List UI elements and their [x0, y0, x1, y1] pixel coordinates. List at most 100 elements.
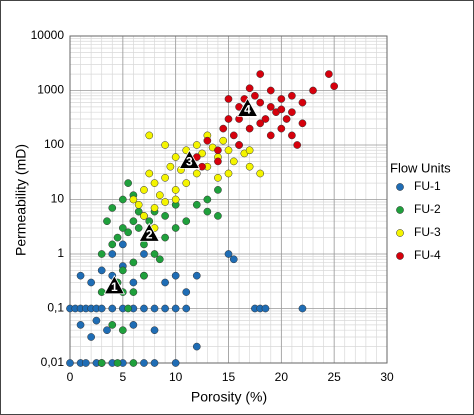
point: [140, 186, 148, 194]
point: [288, 131, 296, 140]
point: [97, 250, 106, 258]
point: [87, 278, 95, 287]
point: [124, 228, 132, 237]
point: [129, 288, 138, 296]
point: [214, 157, 222, 166]
legend-label: FU-4: [414, 248, 441, 262]
point: [140, 250, 148, 258]
legend-marker: [396, 229, 404, 237]
point: [103, 326, 111, 335]
point: [261, 115, 270, 123]
point: [161, 173, 169, 182]
point: [161, 141, 169, 149]
point: [150, 204, 159, 212]
point: [298, 119, 307, 128]
point: [129, 195, 138, 204]
point: [161, 212, 169, 220]
point: [171, 186, 180, 194]
point: [219, 136, 228, 145]
point: [150, 326, 159, 335]
annotation-marker: [178, 149, 201, 169]
point: [108, 240, 117, 249]
point: [155, 255, 164, 264]
plot-area: [69, 35, 388, 364]
y-tick-label: 1: [57, 246, 64, 260]
point: [97, 359, 106, 367]
annotation-label: 3: [186, 155, 193, 169]
point: [293, 141, 302, 149]
point: [108, 321, 117, 329]
point: [224, 169, 233, 178]
point: [245, 124, 254, 133]
point: [229, 255, 238, 264]
point: [150, 304, 159, 313]
x-tick-label: 25: [327, 370, 341, 384]
point: [256, 70, 265, 78]
y-tick-label: 1000: [37, 83, 64, 97]
point: [118, 240, 127, 249]
annotation-label: 4: [244, 103, 251, 117]
point: [224, 250, 233, 258]
point: [182, 179, 191, 187]
legend-label: FU-1: [414, 179, 441, 193]
point: [229, 157, 238, 166]
point: [97, 304, 106, 313]
point: [266, 86, 275, 95]
x-tick-label: 0: [67, 370, 74, 384]
point: [171, 153, 180, 161]
point: [140, 240, 148, 249]
point: [145, 131, 154, 140]
point: [224, 146, 233, 155]
annotation-marker: [236, 97, 259, 117]
point: [282, 115, 291, 123]
point: [118, 195, 127, 204]
point: [118, 266, 127, 275]
point: [192, 141, 201, 149]
point: [161, 304, 169, 313]
annotation-marker: [138, 222, 160, 242]
point: [203, 195, 212, 204]
point: [82, 359, 90, 367]
point: [103, 217, 111, 226]
point: [309, 86, 317, 95]
point: [245, 84, 254, 93]
point: [298, 304, 307, 313]
legend-label: FU-2: [414, 202, 441, 216]
point: [325, 70, 333, 78]
point: [288, 91, 296, 100]
y-tick-label: 10: [51, 192, 65, 206]
point: [129, 217, 138, 226]
point: [182, 288, 191, 296]
point: [118, 224, 127, 232]
point: [330, 82, 339, 91]
point: [214, 186, 222, 194]
point: [192, 169, 201, 178]
point: [192, 271, 201, 280]
point: [229, 131, 238, 140]
point: [161, 278, 169, 287]
point: [140, 359, 148, 367]
point: [192, 200, 201, 209]
point: [298, 98, 307, 107]
point: [92, 316, 101, 325]
point: [277, 124, 286, 133]
point: [288, 108, 296, 117]
point: [224, 115, 233, 123]
point: [150, 359, 159, 367]
legend-marker: [396, 183, 404, 191]
point: [76, 271, 85, 280]
point: [118, 326, 127, 335]
point: [134, 224, 143, 232]
y-tick-label: 10000: [31, 28, 65, 42]
legend-marker: [396, 252, 404, 260]
point: [66, 359, 74, 367]
annotation-label: 2: [146, 227, 153, 241]
point: [155, 191, 164, 200]
point: [203, 207, 212, 216]
legend-label: FU-3: [414, 225, 441, 239]
point: [261, 304, 270, 313]
point: [266, 131, 275, 140]
point: [97, 288, 106, 296]
point: [108, 304, 117, 313]
